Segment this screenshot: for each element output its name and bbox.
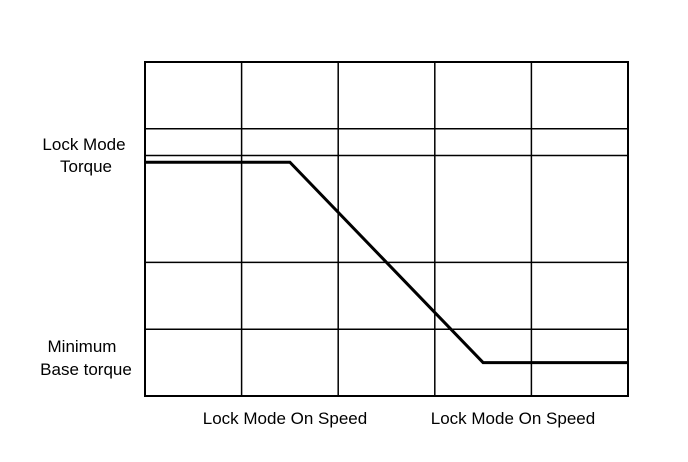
series-line-1 [145,160,628,365]
grid [145,62,628,396]
y-tick-label-minimum-base-torque-line1: Minimum [48,337,117,356]
plot-frame [144,61,629,397]
y-tick-label-minimum-base-torque-line2: Base torque [40,360,132,379]
x-tick-label-lock-mode-on-speed-2: Lock Mode On Speed [431,409,595,428]
x-tick-label-lock-mode-on-speed-1: Lock Mode On Speed [203,409,367,428]
y-tick-label-lock-mode-torque-line2: Torque [60,157,112,176]
y-tick-label-lock-mode-torque-line1: Lock Mode [42,135,125,154]
series-layer [145,160,628,365]
